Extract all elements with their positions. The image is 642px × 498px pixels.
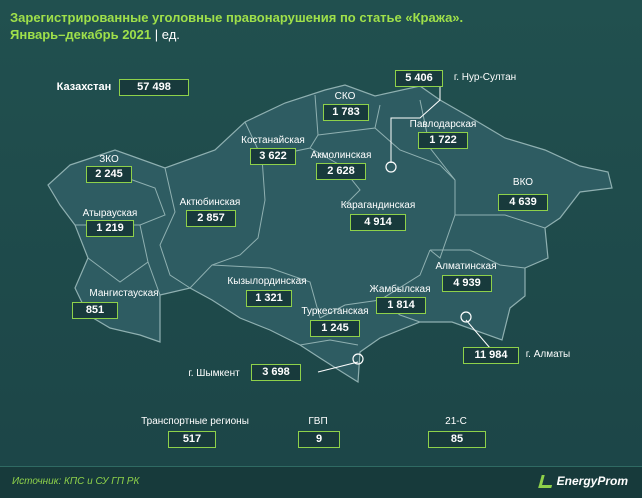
logo-text: EnergyProm — [556, 474, 628, 488]
atyrau-label: Атырауская — [82, 208, 138, 219]
zhambyl-value: 1 814 — [376, 297, 426, 314]
pavlodar-value: 1 722 — [418, 132, 468, 149]
transport-label: Транспортные регионы — [141, 416, 249, 427]
c21-value: 85 — [428, 431, 486, 448]
zko-label: ЗКО — [99, 154, 119, 165]
energyprom-logo: EnergyProm — [537, 474, 628, 489]
almaty-marker — [460, 311, 472, 323]
karaganda-value: 4 914 — [350, 214, 406, 231]
kazakhstan-value: 57 498 — [119, 79, 189, 96]
nur-sultan-marker — [385, 161, 397, 173]
kostanay-value: 3 622 — [250, 148, 296, 165]
source-note: Источник: КПС и СУ ГП РК — [12, 476, 140, 487]
title-separator: | — [154, 27, 162, 42]
mangystau-value: 851 — [72, 302, 118, 319]
aktobe-value: 2 857 — [186, 210, 236, 227]
vko-value: 4 639 — [498, 194, 548, 211]
shymkent-label: г. Шымкент — [188, 368, 240, 379]
almaty-city-label: г. Алматы — [525, 349, 571, 360]
kyzylorda-value: 1 321 — [246, 290, 292, 307]
footer-bar — [0, 466, 642, 498]
zko-value: 2 245 — [86, 166, 132, 183]
kostanay-label: Костанайская — [241, 135, 305, 146]
almaty-region-label: Алматинская — [435, 261, 497, 272]
shymkent-marker — [352, 353, 364, 365]
karaganda-label: Карагандинская — [340, 200, 416, 211]
transport-value: 517 — [168, 431, 216, 448]
almaty-city-value: 11 984 — [463, 347, 519, 364]
c21-label: 21-С — [445, 416, 467, 427]
kazakhstan-label: Казахстан — [56, 81, 112, 93]
turkestan-value: 1 245 — [310, 320, 360, 337]
mangystau-label: Мангистауская — [89, 288, 159, 299]
title-line-2: Январь–декабрь 2021 | ед. — [10, 27, 180, 42]
sko-value: 1 783 — [323, 104, 369, 121]
gvp-value: 9 — [298, 431, 340, 448]
title-unit: ед. — [161, 27, 180, 42]
turkestan-label: Туркестанская — [301, 306, 369, 317]
vko-label: ВКО — [512, 177, 534, 188]
kyzylorda-label: Кызылординская — [227, 276, 307, 287]
akmola-label: Акмолинская — [310, 150, 372, 161]
almaty-region-value: 4 939 — [442, 275, 492, 292]
akmola-value: 2 628 — [316, 163, 366, 180]
shymkent-value: 3 698 — [251, 364, 301, 381]
logo-mark-icon — [537, 475, 555, 489]
zhambyl-label: Жамбылская — [369, 284, 431, 295]
country-shape — [47, 84, 613, 384]
title-period: Январь–декабрь 2021 — [10, 27, 152, 42]
nur-sultan-value: 5 406 — [395, 70, 443, 87]
nur-sultan-label: г. Нур-Султан — [453, 72, 517, 83]
sko-label: СКО — [334, 91, 356, 102]
leader-lines — [317, 84, 491, 373]
pavlodar-label: Павлодарская — [409, 119, 477, 130]
aktobe-label: Актюбинская — [179, 197, 241, 208]
title-line-1: Зарегистрированные уголовные правонаруше… — [10, 10, 464, 25]
atyrau-value: 1 219 — [86, 220, 134, 237]
gvp-label: ГВП — [308, 416, 328, 427]
